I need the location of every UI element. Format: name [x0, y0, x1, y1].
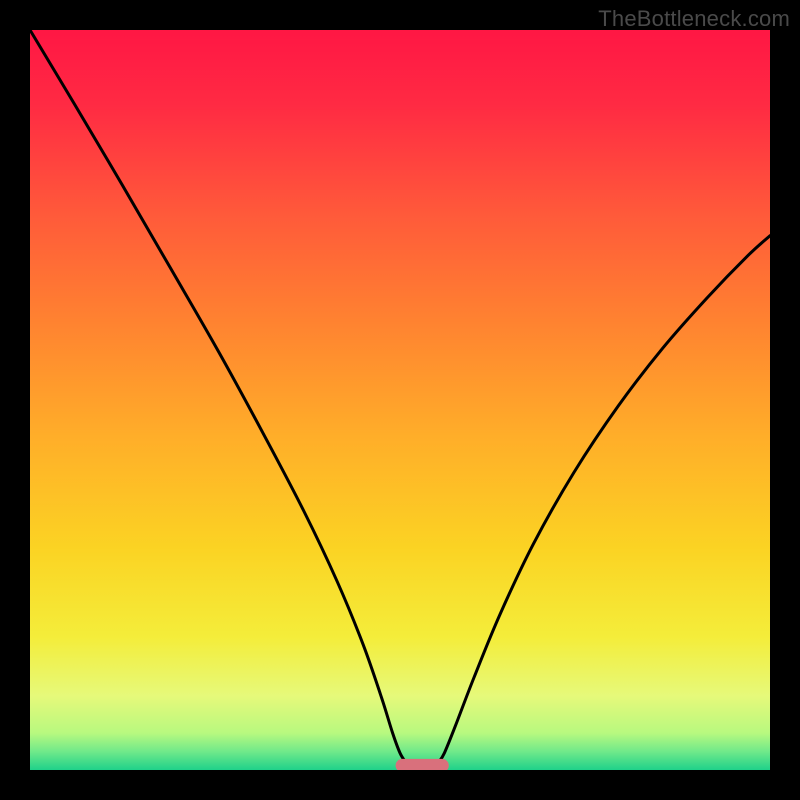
minimum-marker [396, 759, 449, 770]
plot-background [30, 30, 770, 770]
figure-root: TheBottleneck.com [0, 0, 800, 800]
bottleneck-curve-plot [30, 30, 770, 770]
watermark-label: TheBottleneck.com [598, 6, 790, 32]
